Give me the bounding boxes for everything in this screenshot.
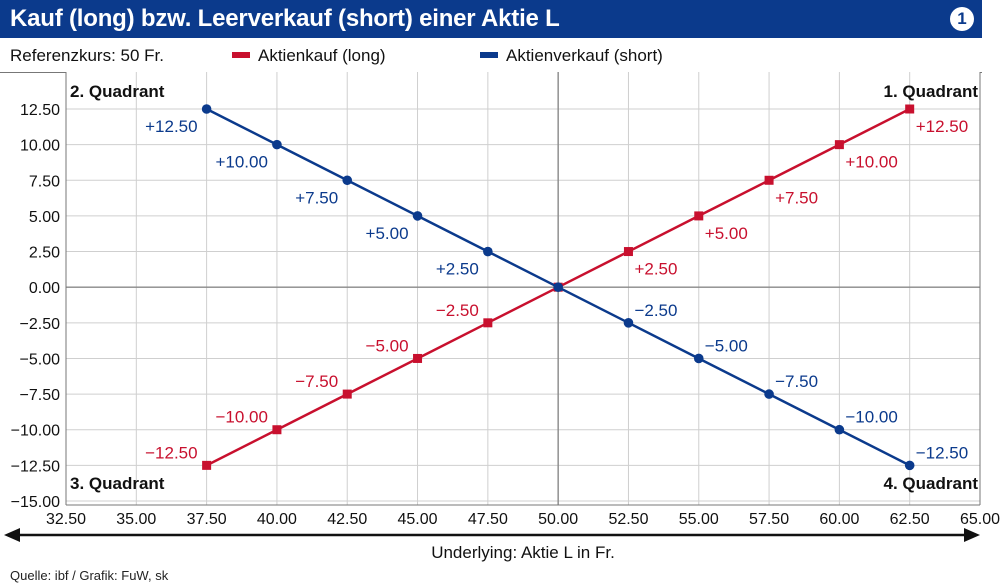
figure-number-badge: 1: [950, 7, 974, 31]
data-point-short: [623, 318, 634, 328]
data-point-long: [834, 140, 844, 150]
x-tick-label: 55.00: [679, 511, 719, 528]
y-tick-label: 7.50: [29, 173, 60, 190]
data-point-short: [272, 139, 282, 150]
legend-item-short: Aktienverkauf (short): [480, 46, 663, 66]
data-point-long: [623, 247, 633, 257]
data-point-short: [764, 389, 774, 399]
source-note: Quelle: ibf / Grafik: FuW, sk: [10, 568, 169, 583]
data-point-short: [412, 211, 423, 221]
data-label-short: −7.50: [775, 372, 818, 391]
data-label-long: +12.50: [916, 117, 968, 136]
data-label-short: +10.00: [215, 153, 267, 172]
data-label-long: −5.00: [366, 336, 409, 355]
data-label-short: −5.00: [705, 336, 748, 355]
legend-swatch-short: [480, 51, 498, 58]
reference-price: Referenzkurs: 50 Fr.: [10, 46, 165, 65]
x-tick-label: 62.50: [890, 511, 930, 528]
legend-label-short: Aktienverkauf (short): [506, 46, 663, 65]
y-tick-label: −15.00: [11, 494, 60, 511]
data-point-short: [693, 353, 704, 364]
data-label-long: +10.00: [845, 153, 897, 172]
y-tick-label: 0.00: [29, 280, 60, 297]
data-label-long: +5.00: [705, 224, 748, 243]
y-tick-label: 5.00: [29, 209, 60, 226]
data-label-long: −12.50: [145, 443, 197, 462]
data-label-long: −10.00: [215, 408, 267, 427]
data-label-short: +7.50: [295, 188, 338, 207]
x-tick-label: 45.00: [398, 511, 438, 528]
data-point-long: [694, 211, 704, 221]
data-point-short: [342, 175, 353, 186]
x-tick-label: 42.50: [327, 511, 367, 528]
data-point-long: [905, 104, 915, 114]
x-tick-label: 60.00: [819, 511, 859, 528]
data-point-short: [201, 104, 212, 114]
x-tick-label: 37.50: [187, 511, 227, 528]
quadrant-label-1: 1. Quadrant: [884, 82, 979, 101]
x-tick-label: 40.00: [257, 511, 297, 528]
data-label-short: +5.00: [366, 224, 409, 243]
x-tick-label: 35.00: [116, 511, 156, 528]
data-point-long: [202, 460, 212, 470]
data-point-long: [342, 389, 352, 399]
data-point-short: [553, 282, 563, 292]
x-tick-label: 57.50: [749, 511, 789, 528]
plot-area: [66, 72, 980, 505]
data-label-long: +7.50: [775, 188, 818, 207]
x-axis-arrow-left-head: [4, 528, 20, 542]
data-label-short: −10.00: [845, 408, 897, 427]
data-label-short: −12.50: [916, 443, 968, 462]
data-label-short: −2.50: [634, 301, 677, 320]
y-tick-label: 10.00: [20, 138, 60, 155]
data-point-long: [764, 175, 774, 185]
data-point-long: [272, 425, 282, 435]
data-point-short: [834, 424, 845, 435]
quadrant-label-2: 2. Quadrant: [70, 82, 165, 101]
x-axis-arrow-right-head: [964, 528, 980, 542]
y-tick-label: 12.50: [20, 102, 60, 119]
legend-swatch-long: [232, 51, 250, 58]
y-tick-label: −5.00: [20, 351, 61, 368]
data-point-long: [413, 353, 423, 363]
data-label-long: −2.50: [436, 301, 479, 320]
title-bar: Kauf (long) bzw. Leerverkauf (short) ein…: [0, 0, 982, 38]
legend-label-long: Aktienkauf (long): [258, 46, 386, 65]
data-point-long: [483, 318, 493, 328]
data-point-short: [904, 460, 915, 471]
data-label-long: +2.50: [634, 260, 677, 279]
x-tick-label: 32.50: [46, 511, 86, 528]
data-label-short: +12.50: [145, 117, 197, 136]
quadrant-label-3: 3. Quadrant: [70, 474, 165, 493]
x-tick-label: 65.00: [960, 511, 1000, 528]
x-tick-label: 50.00: [538, 511, 578, 528]
quadrant-label-4: 4. Quadrant: [884, 474, 979, 493]
x-tick-label: 52.50: [608, 511, 648, 528]
chart-title: Kauf (long) bzw. Leerverkauf (short) ein…: [10, 5, 560, 32]
y-tick-label: −12.50: [11, 458, 60, 475]
x-axis-title: Underlying: Aktie L in Fr.: [431, 543, 615, 562]
data-label-long: −7.50: [295, 372, 338, 391]
data-point-short: [483, 246, 493, 257]
legend-item-long: Aktienkauf (long): [232, 46, 386, 66]
y-tick-label: −2.50: [20, 316, 61, 333]
y-tick-label: −7.50: [20, 387, 61, 404]
data-label-short: +2.50: [436, 260, 479, 279]
x-tick-label: 47.50: [468, 511, 508, 528]
y-tick-label: −10.00: [11, 423, 60, 440]
y-tick-label: 2.50: [29, 245, 60, 262]
